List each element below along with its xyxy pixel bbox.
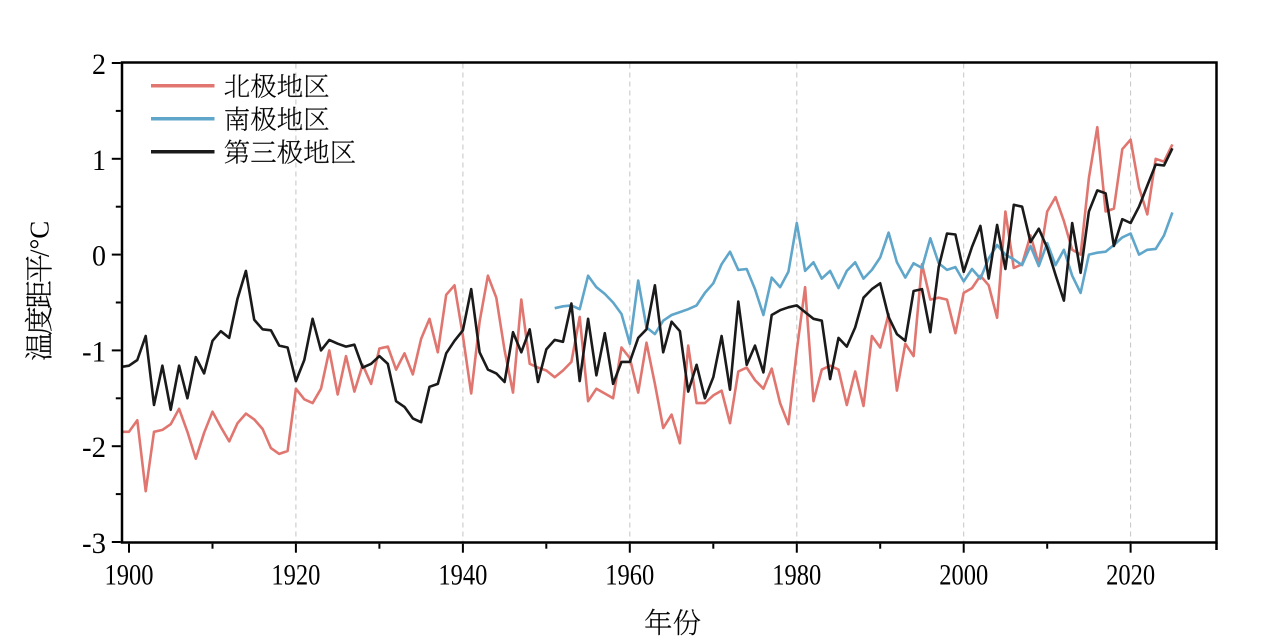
svg-text:/°C: /°C bbox=[25, 221, 55, 257]
svg-text:2: 2 bbox=[92, 48, 106, 81]
svg-text:0: 0 bbox=[92, 240, 106, 273]
svg-text:1900: 1900 bbox=[105, 559, 154, 592]
svg-text:-3: -3 bbox=[82, 527, 106, 560]
svg-text:1920: 1920 bbox=[271, 559, 320, 592]
svg-text:1960: 1960 bbox=[605, 559, 654, 592]
svg-text:1980: 1980 bbox=[772, 559, 821, 592]
svg-text:1940: 1940 bbox=[438, 559, 487, 592]
svg-text:-2: -2 bbox=[82, 431, 106, 464]
svg-text:1: 1 bbox=[92, 144, 106, 177]
svg-text:2020: 2020 bbox=[1106, 559, 1155, 592]
svg-text:2000: 2000 bbox=[939, 559, 988, 592]
svg-text:-1: -1 bbox=[82, 335, 106, 368]
